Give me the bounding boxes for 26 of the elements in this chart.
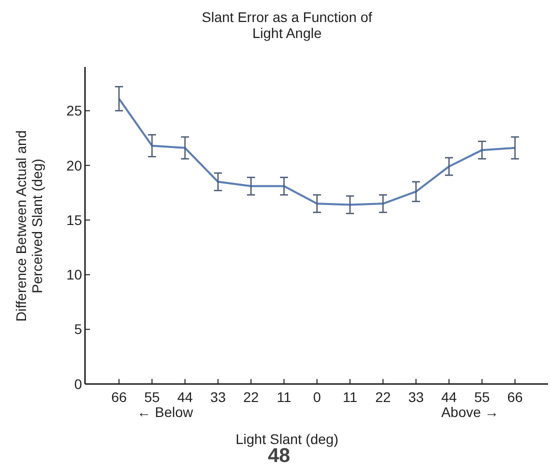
y-axis-title: Difference Between Actual and Perceived Slant (deg)	[13, 130, 45, 322]
y-tick-label: 10	[66, 266, 82, 283]
x-axis-title: Light Slant (deg)	[236, 431, 338, 447]
x-tick-label: 33	[210, 389, 226, 405]
x-tick-label: 11	[342, 389, 358, 405]
x-tick-label: 44	[177, 389, 193, 405]
x-tick-label: 11	[276, 389, 292, 405]
text: ← Below	[136, 404, 194, 420]
text: Above →	[441, 404, 499, 420]
x-tick-label: 33	[408, 389, 424, 405]
x-tick-label: 66	[111, 389, 127, 405]
x-tick-label: 44	[441, 389, 457, 405]
text: 48	[268, 445, 290, 467]
y-tick-label: 25	[66, 102, 82, 119]
y-tick-label: 5	[74, 321, 82, 338]
x-tick-label: 66	[507, 389, 523, 405]
x-tick-label: 0	[313, 389, 322, 405]
line-series	[118, 98, 516, 206]
y-tick-label: 0	[74, 376, 82, 392]
x-tick-label: 55	[144, 389, 160, 405]
x-tick-label: 55	[474, 389, 490, 405]
x-tick-label: 22	[243, 389, 259, 405]
y-tick-label: 20	[66, 157, 82, 174]
chart-title: Slant Error as a Function of Light Angle	[202, 9, 372, 41]
x-tick-label: 22	[375, 389, 391, 405]
y-tick-label: 15	[66, 212, 82, 228]
